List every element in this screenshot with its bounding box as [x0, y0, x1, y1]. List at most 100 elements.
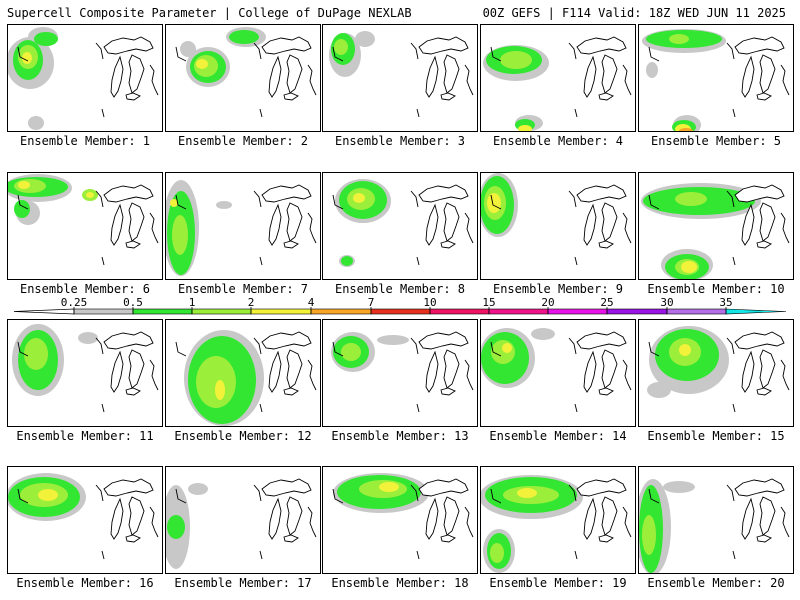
ensemble-member-label: Ensemble Member: 19	[489, 576, 627, 590]
lake-winnipeg-outline	[175, 194, 187, 210]
colorbar-tick-label: 0.5	[123, 296, 143, 309]
scp-field-map	[331, 331, 474, 413]
scp-field-map	[481, 328, 632, 413]
ensemble-member-label: Ensemble Member: 15	[647, 429, 785, 443]
scp-contour-region	[487, 193, 501, 213]
scp-contour-region	[502, 343, 512, 353]
lake-winnipeg-outline	[490, 341, 502, 357]
scp-field-map	[8, 27, 159, 130]
scp-contour-region	[675, 192, 707, 206]
chesapeake-outline	[259, 256, 263, 266]
scp-contour-region	[334, 39, 348, 55]
coastline	[410, 484, 474, 538]
lake-winnipeg-outline	[332, 46, 344, 62]
chesapeake-outline	[416, 108, 420, 118]
coastline	[95, 484, 159, 538]
colorbar-tick-label: 25	[600, 296, 614, 309]
member-map-panel	[480, 466, 636, 574]
scp-field-map	[332, 473, 474, 560]
colorbar-segment	[547, 308, 608, 315]
scp-field-map	[166, 478, 317, 569]
scp-contour-region	[518, 125, 532, 131]
lake-winnipeg-outline	[648, 194, 660, 210]
scp-contour-region	[491, 340, 515, 364]
great-lakes-outline	[103, 184, 154, 249]
scp-field-map	[8, 174, 159, 266]
ensemble-member-label: Ensemble Member: 10	[647, 282, 785, 296]
coastline	[253, 42, 317, 96]
colorbar-tick-label: 7	[367, 296, 375, 309]
coastline	[568, 337, 632, 391]
colorbar-tick-label: 4	[307, 296, 315, 309]
ensemble-member-label: Ensemble Member: 1	[19, 134, 151, 148]
coastline	[95, 337, 159, 391]
colorbar-segment	[310, 308, 372, 315]
scp-contour-region	[646, 62, 658, 78]
scp-contour-region	[531, 328, 555, 340]
scp-contour-region	[216, 201, 232, 209]
ensemble-member-label: Ensemble Member: 8	[334, 282, 466, 296]
lake-winnipeg-outline	[17, 194, 29, 210]
member-map-panel	[165, 466, 321, 574]
lake-winnipeg-outline	[490, 194, 502, 210]
scp-contour-region	[647, 382, 671, 398]
ensemble-member-label: Ensemble Member: 13	[331, 429, 469, 443]
chesapeake-outline	[101, 256, 105, 266]
scp-contour-region	[669, 34, 689, 44]
member-map-panel	[165, 319, 321, 427]
colorbar-segment	[132, 308, 193, 315]
lake-winnipeg-outline	[332, 488, 344, 504]
coastline	[410, 337, 474, 391]
scp-field-map	[329, 31, 474, 118]
chesapeake-outline	[574, 256, 578, 266]
scp-field-map	[481, 475, 632, 573]
lake-winnipeg-outline	[490, 46, 502, 62]
scp-field-map	[483, 36, 632, 131]
scp-contour-region	[642, 515, 656, 555]
scp-field-map	[12, 324, 159, 413]
colorbar-tick-label: 30	[660, 296, 674, 309]
lake-winnipeg-outline	[648, 46, 660, 62]
colorbar-tick-label: 15	[482, 296, 496, 309]
scp-contour-region	[341, 343, 361, 361]
ensemble-member-label: Ensemble Member: 4	[492, 134, 624, 148]
lake-winnipeg-outline	[17, 46, 29, 62]
colorbar-segment	[73, 308, 134, 315]
member-map-panel	[7, 172, 163, 280]
scp-contour-region	[172, 215, 188, 255]
colorbar-segment	[250, 308, 312, 315]
ensemble-member-label: Ensemble Member: 14	[489, 429, 627, 443]
member-map-panel	[165, 172, 321, 280]
coastline	[726, 42, 790, 96]
scp-contour-region	[18, 181, 30, 189]
scp-contour-region	[196, 59, 208, 69]
scp-contour-region	[681, 261, 697, 273]
great-lakes-outline	[261, 184, 312, 249]
great-lakes-outline	[418, 36, 469, 101]
colorbar-segment	[370, 308, 431, 315]
scp-contour-region	[38, 489, 58, 501]
valid-time-title: 00Z GEFS | F114 Valid: 18Z WED JUN 11 20…	[482, 6, 786, 20]
lake-winnipeg-outline	[332, 341, 344, 357]
scp-contour-region	[86, 192, 94, 198]
chesapeake-outline	[574, 403, 578, 413]
lake-winnipeg-outline	[175, 341, 187, 357]
chesapeake-outline	[732, 108, 736, 118]
member-map-panel	[7, 319, 163, 427]
scp-contour-region	[14, 200, 30, 218]
ensemble-member-label: Ensemble Member: 5	[650, 134, 782, 148]
great-lakes-outline	[734, 478, 785, 543]
scp-field-map	[642, 29, 790, 131]
scp-contour-region	[34, 32, 58, 46]
member-map-panel	[7, 24, 163, 132]
colorbar-segment	[191, 308, 252, 315]
scp-contour-region	[679, 128, 693, 131]
scp-field-map	[175, 27, 317, 118]
coastline	[726, 484, 790, 538]
chesapeake-outline	[101, 108, 105, 118]
scp-contour-region	[663, 481, 695, 493]
member-map-panel	[638, 319, 794, 427]
ensemble-member-label: Ensemble Member: 3	[334, 134, 466, 148]
member-map-panel	[322, 24, 478, 132]
scp-contour-region	[377, 335, 409, 345]
